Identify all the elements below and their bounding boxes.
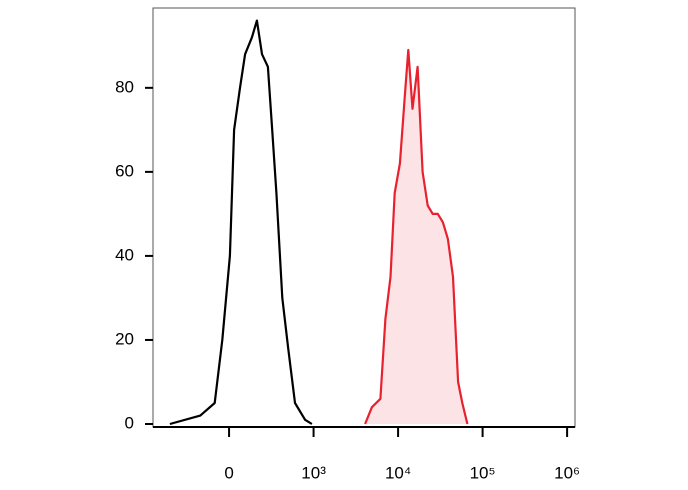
x-tick-label: 10⁴: [385, 463, 411, 482]
x-tick-label: 0: [224, 463, 233, 482]
y-tick-label: 0: [125, 413, 134, 432]
y-tick-label: 20: [115, 329, 134, 348]
histogram-line: [169, 19, 313, 426]
y-tick-label: 60: [115, 161, 134, 180]
x-tick-label: 10³: [301, 463, 326, 482]
x-tick-label: 10⁵: [470, 463, 496, 482]
y-tick-label: 40: [115, 245, 134, 264]
y-tick-label: 80: [115, 77, 134, 96]
histogram-line: [364, 48, 469, 425]
plot-frame: [152, 7, 576, 428]
x-tick-label: 10⁶: [554, 463, 580, 482]
histogram-area: [365, 50, 468, 424]
